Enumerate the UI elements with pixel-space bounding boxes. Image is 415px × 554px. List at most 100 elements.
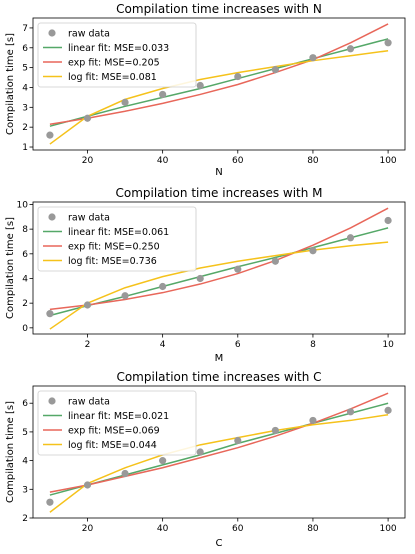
- y-tick-label: 6: [22, 44, 28, 54]
- raw-data-points: [46, 216, 392, 318]
- x-tick-label: 100: [379, 156, 396, 166]
- series-line-exp-fit: [49, 23, 389, 125]
- raw-data-point: [346, 234, 355, 242]
- plot-frame: [32, 385, 406, 519]
- x-tick-label: 20: [82, 156, 94, 166]
- series-line-linear-fit: [49, 38, 389, 127]
- raw-data-point: [234, 436, 242, 445]
- fit-lines: [49, 23, 389, 145]
- chart-panel-m: Compilation time increases with M Compil…: [5, 186, 406, 364]
- chart-panel-c: Compilation time increases with C Compil…: [5, 370, 406, 549]
- y-tick-label: 4: [22, 457, 28, 467]
- legend-marker-raw-data: [48, 397, 56, 405]
- raw-data-point: [83, 481, 92, 489]
- y-tick-label: 2: [22, 123, 28, 133]
- legend-label-linear-fit: linear fit: MSE=0.033: [68, 43, 169, 54]
- chart-title: Compilation time increases with N: [116, 2, 322, 16]
- legend-label-raw-data: raw data: [68, 397, 110, 408]
- raw-data-point: [309, 54, 317, 62]
- y-tick-label: 1: [22, 143, 28, 153]
- y-tick-label: 10: [17, 200, 29, 210]
- x-tick-label: 40: [157, 524, 169, 534]
- raw-data-point: [271, 426, 279, 435]
- raw-data-point: [384, 39, 392, 47]
- legend-label-log-fit: log fit: MSE=0.736: [68, 256, 157, 267]
- legend-marker-raw-data: [48, 29, 56, 37]
- raw-data-point: [159, 457, 167, 465]
- x-tick-label: 60: [232, 524, 244, 534]
- fit-lines: [49, 207, 389, 330]
- raw-data-point: [309, 247, 317, 255]
- raw-data-points: [46, 406, 392, 506]
- raw-data-point: [121, 292, 129, 300]
- raw-data-point: [46, 498, 54, 506]
- raw-data-point: [196, 448, 204, 456]
- series-line-exp-fit: [49, 392, 389, 493]
- legend: raw data linear fit: MSE=0.021 exp fit: …: [37, 390, 197, 456]
- legend-box: [37, 22, 197, 88]
- series-line-log-fit: [49, 413, 389, 513]
- raw-data-point: [309, 416, 317, 425]
- y-axis-label: Compilation time [s]: [5, 401, 16, 503]
- raw-data-point: [234, 72, 242, 81]
- axis-ticks: 2 4 6 8 10 0 2 4 6 8 10: [17, 200, 395, 350]
- y-tick-label: 0: [22, 324, 28, 334]
- y-tick-label: 8: [22, 225, 28, 235]
- series-line-linear-fit: [49, 227, 389, 317]
- raw-data-point: [384, 216, 392, 225]
- x-tick-label: 80: [307, 524, 319, 534]
- x-tick-label: 60: [232, 156, 244, 166]
- y-axis-label: Compilation time [s]: [5, 33, 16, 135]
- plot-frame: [32, 17, 406, 151]
- legend-label-log-fit: log fit: MSE=0.044: [68, 440, 157, 451]
- legend-label-log-fit: log fit: MSE=0.081: [68, 72, 157, 83]
- y-tick-label: 4: [22, 274, 28, 284]
- axis-ticks: 20 40 60 80 100 1 2 3 4 5 6 7: [22, 24, 397, 166]
- axis-ticks: 20 40 60 80 100 2 3 4 5 6: [22, 399, 397, 534]
- raw-data-point: [384, 406, 392, 414]
- raw-data-point: [121, 469, 129, 478]
- raw-data-point: [346, 408, 355, 416]
- x-tick-label: 80: [307, 156, 319, 166]
- raw-data-point: [196, 81, 204, 90]
- y-tick-label: 7: [22, 24, 28, 34]
- series-line-log-fit: [49, 50, 389, 145]
- y-tick-label: 2: [22, 514, 28, 524]
- y-tick-label: 3: [22, 103, 28, 113]
- raw-data-point: [121, 98, 129, 106]
- x-tick-label: 10: [382, 340, 394, 350]
- series-line-exp-fit: [49, 207, 389, 311]
- fit-lines: [49, 392, 389, 513]
- y-tick-label: 4: [22, 83, 28, 93]
- raw-data-point: [271, 66, 279, 74]
- plot-frame: [32, 201, 406, 335]
- raw-data-point: [271, 257, 279, 265]
- raw-data-point: [234, 265, 242, 273]
- x-tick-label: 20: [82, 524, 94, 534]
- raw-data-point: [159, 90, 167, 99]
- legend-box: [37, 206, 197, 272]
- chart-title: Compilation time increases with C: [116, 370, 321, 384]
- x-tick-label: 4: [160, 340, 166, 350]
- y-tick-label: 5: [22, 428, 28, 438]
- series-line-log-fit: [49, 241, 389, 330]
- x-tick-label: 2: [85, 340, 91, 350]
- y-tick-label: 2: [22, 299, 28, 309]
- chart-title: Compilation time increases with M: [115, 186, 322, 200]
- legend-box: [37, 390, 197, 456]
- legend: raw data linear fit: MSE=0.033 exp fit: …: [37, 22, 197, 88]
- y-tick-label: 5: [22, 64, 28, 74]
- x-tick-label: 100: [379, 524, 396, 534]
- y-tick-label: 6: [22, 399, 28, 409]
- legend: raw data linear fit: MSE=0.061 exp fit: …: [37, 206, 197, 272]
- legend-marker-raw-data: [48, 213, 56, 221]
- x-axis-label: N: [215, 167, 222, 178]
- legend-label-exp-fit: exp fit: MSE=0.250: [68, 242, 160, 253]
- y-axis-label: Compilation time [s]: [5, 217, 16, 319]
- raw-data-point: [159, 282, 167, 291]
- legend-label-exp-fit: exp fit: MSE=0.069: [68, 426, 160, 437]
- raw-data-point: [346, 45, 355, 53]
- raw-data-point: [46, 310, 54, 318]
- legend-label-raw-data: raw data: [68, 213, 110, 224]
